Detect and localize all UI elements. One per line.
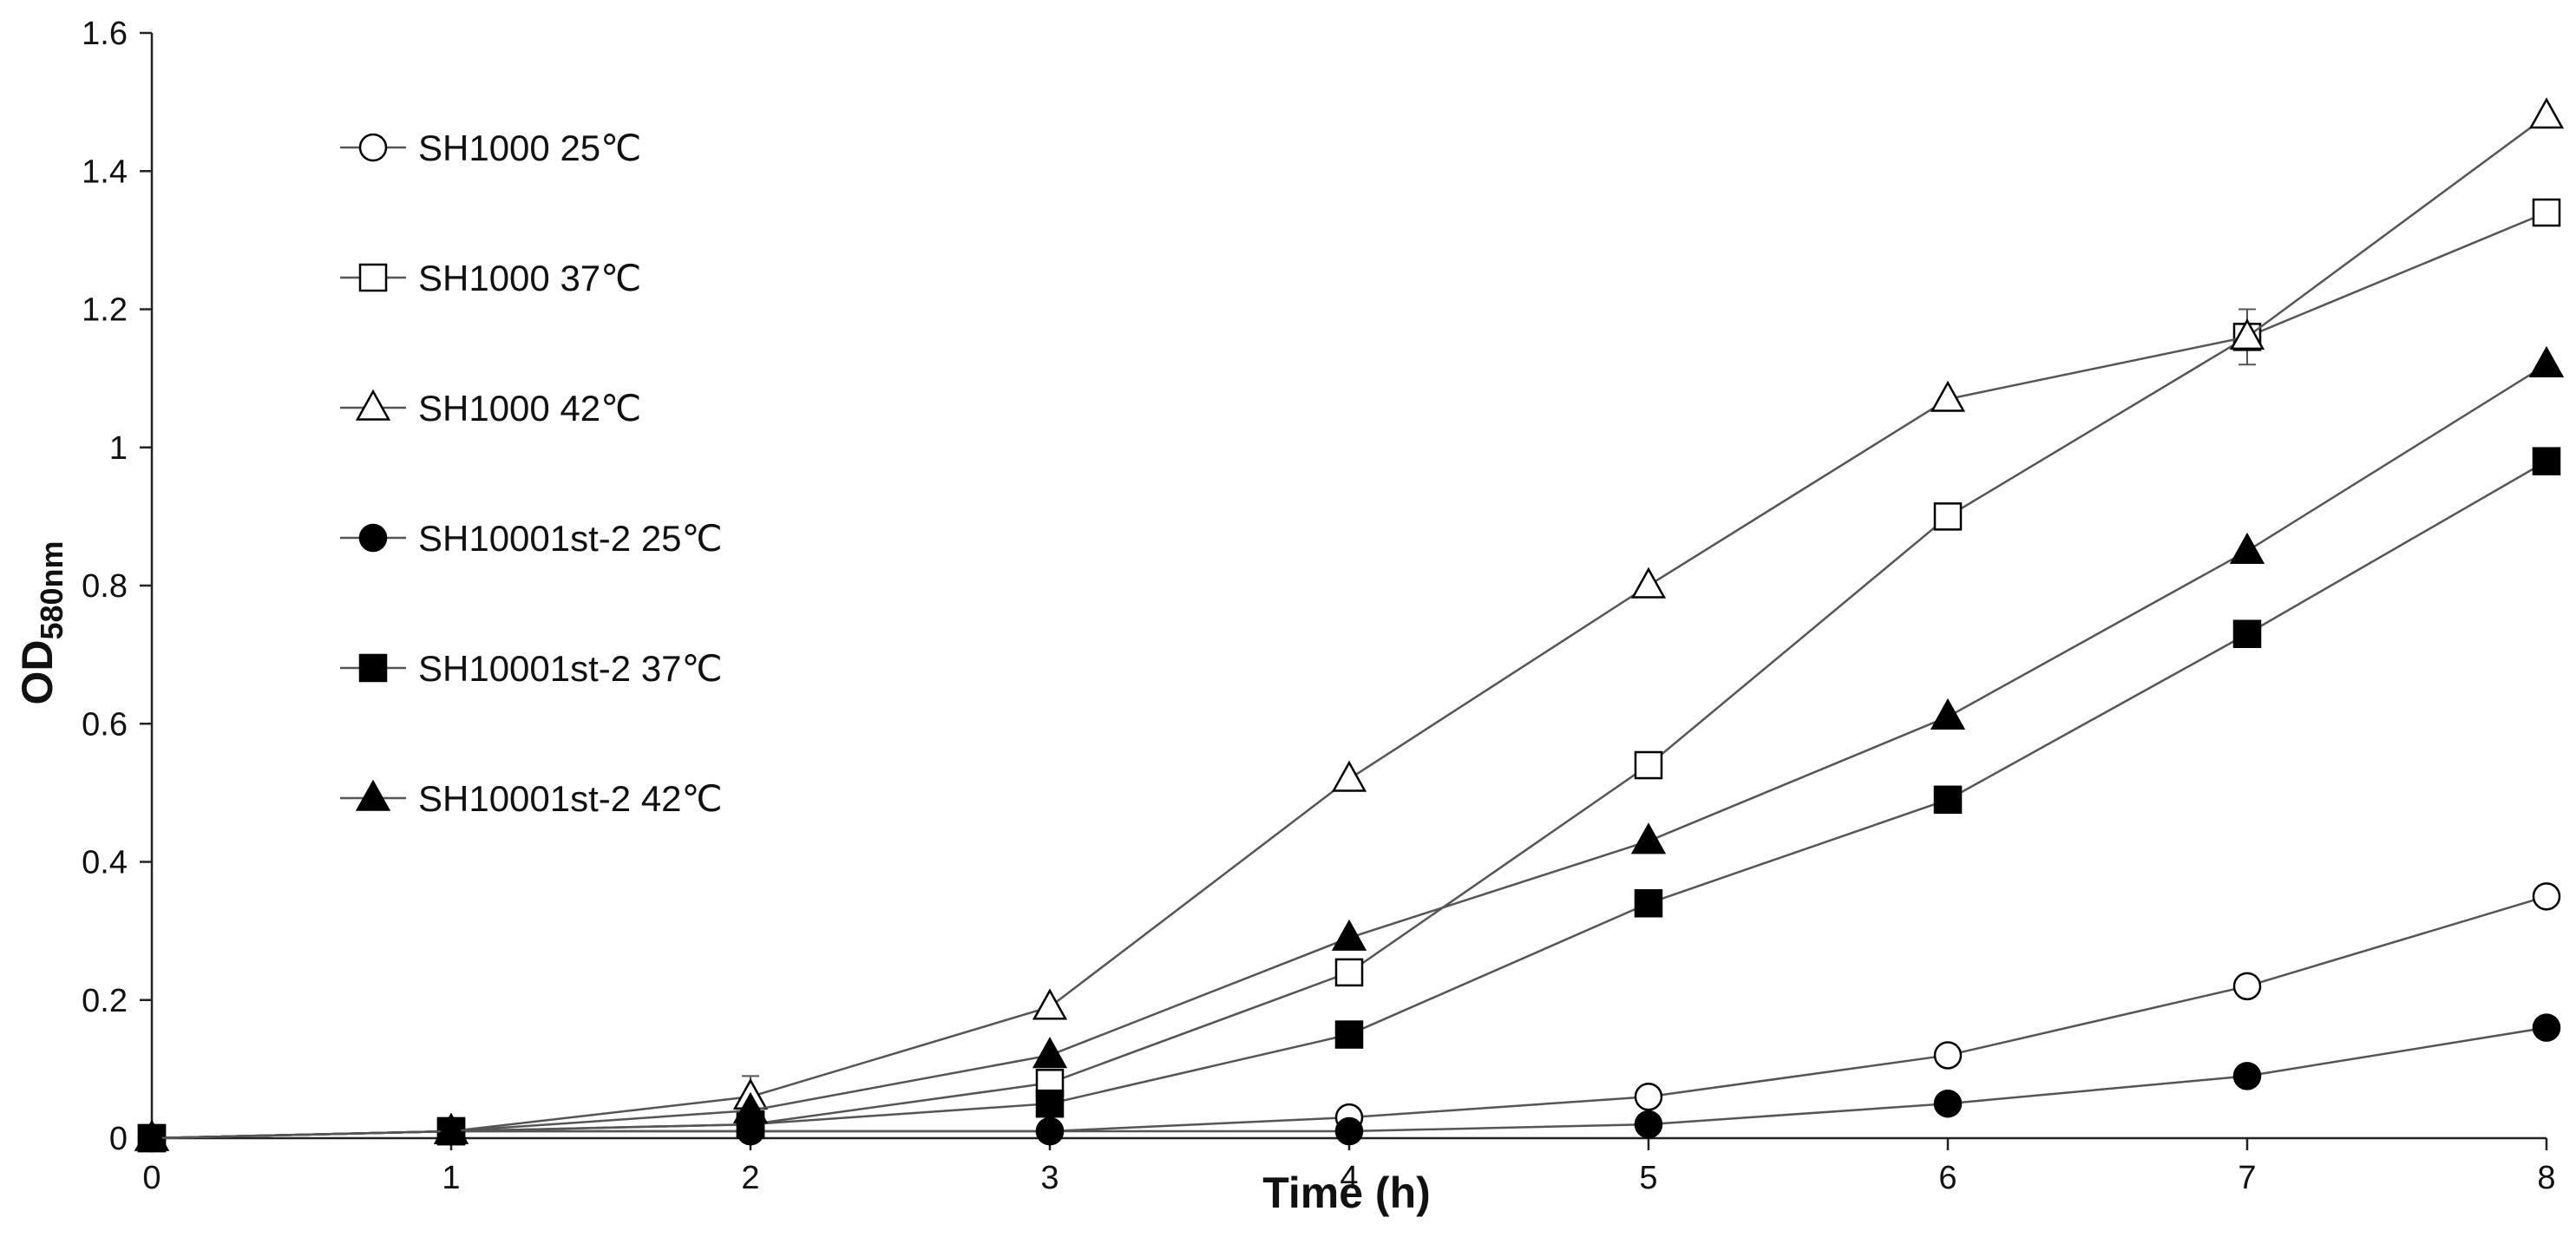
legend-label: SH1000 42℃ (418, 388, 641, 429)
legend-marker (358, 523, 388, 553)
data-point (2528, 345, 2565, 377)
legend-label: SH1000 25℃ (418, 128, 641, 168)
data-point (1933, 1089, 1963, 1118)
y-tick-label: 1.4 (82, 154, 128, 190)
data-point (1032, 1037, 1068, 1069)
legend-item: SH1000 37℃ (340, 258, 641, 298)
data-point (2229, 318, 2265, 350)
data-point (2528, 97, 2565, 129)
data-point (2532, 882, 2561, 911)
data-point (1634, 1082, 1663, 1111)
legend-marker (355, 389, 391, 421)
plot-area (134, 97, 2565, 1153)
y-axis-title: OD580nm (13, 540, 69, 704)
x-tick-label: 3 (1040, 1160, 1059, 1196)
legend-marker (358, 133, 388, 162)
data-point (2232, 1062, 2262, 1090)
data-point (1331, 919, 1367, 951)
y-tick-label: 0.6 (82, 706, 128, 743)
data-point (1035, 1089, 1065, 1118)
y-axis-title-main: OD (13, 640, 62, 705)
legend-label: SH10001st-2 25℃ (418, 518, 723, 559)
legend-marker (355, 779, 391, 811)
x-tick-label: 6 (1938, 1160, 1957, 1196)
y-axis-title-subscript: 580nm (34, 540, 69, 639)
legend-label: SH1000 37℃ (418, 258, 641, 298)
x-tick-label: 2 (741, 1160, 759, 1196)
legend-item: SH10001st-2 37℃ (340, 648, 723, 689)
legend: SH1000 25℃ SH1000 37℃ SH1000 42℃ SH10001st-… (340, 128, 723, 819)
series-sh10001st-2-42 (134, 345, 2565, 1151)
legend-marker (358, 263, 388, 292)
x-tick-label: 7 (2238, 1160, 2256, 1196)
data-point (134, 1119, 170, 1151)
y-tick-label: 0 (109, 1121, 128, 1157)
data-point (1930, 697, 1966, 730)
axes: 0 0.2 0.4 0.6 0.8 1 1.2 1.4 1.6 0 1 2 3 4 5 6 7 8 (82, 16, 2555, 1196)
data-point (1032, 988, 1068, 1020)
x-tick-label: 4 (1340, 1160, 1358, 1196)
data-point (1930, 380, 1966, 412)
y-tick-label: 1.6 (82, 16, 128, 52)
legend-item: SH1000 42℃ (340, 388, 641, 429)
data-point (433, 1112, 469, 1144)
data-point (1334, 1020, 1364, 1049)
y-tick-label: 0.4 (82, 845, 128, 881)
legend-item: SH1000 25℃ (340, 128, 641, 168)
data-point (1933, 1041, 1963, 1070)
x-axis-title: Time (h) (1262, 1169, 1431, 1217)
data-point (2229, 532, 2265, 564)
data-point (1933, 785, 1963, 815)
y-tick-label: 0.8 (82, 568, 128, 605)
x-tick-label: 1 (442, 1160, 460, 1196)
legend-marker (358, 653, 388, 683)
legend-label: SH10001st-2 42℃ (418, 778, 723, 819)
data-point (1634, 889, 1663, 918)
data-point (1331, 760, 1367, 792)
data-point (1630, 566, 1667, 599)
data-point (2532, 198, 2561, 227)
data-point (1630, 822, 1667, 854)
data-point (2532, 447, 2561, 475)
x-tick-label: 5 (1639, 1160, 1657, 1196)
legend-item: SH10001st-2 25℃ (340, 518, 723, 559)
y-tick-label: 1 (109, 430, 128, 467)
data-point (1334, 1116, 1364, 1146)
data-point (1634, 750, 1663, 780)
y-tick-label: 0.2 (82, 983, 128, 1019)
data-point (2232, 972, 2262, 1001)
legend-item: SH10001st-2 42℃ (340, 778, 723, 819)
data-point (2532, 1013, 2561, 1042)
x-tick-label: 0 (142, 1160, 161, 1196)
data-point (1035, 1116, 1065, 1146)
y-tick-label: 1.2 (82, 292, 128, 329)
legend-label: SH10001st-2 37℃ (418, 648, 723, 689)
data-point (1933, 502, 1963, 531)
data-point (2232, 619, 2262, 648)
data-point (1334, 958, 1364, 987)
data-point (1634, 1110, 1663, 1139)
data-point (732, 1091, 769, 1123)
x-tick-label: 8 (2537, 1160, 2555, 1196)
